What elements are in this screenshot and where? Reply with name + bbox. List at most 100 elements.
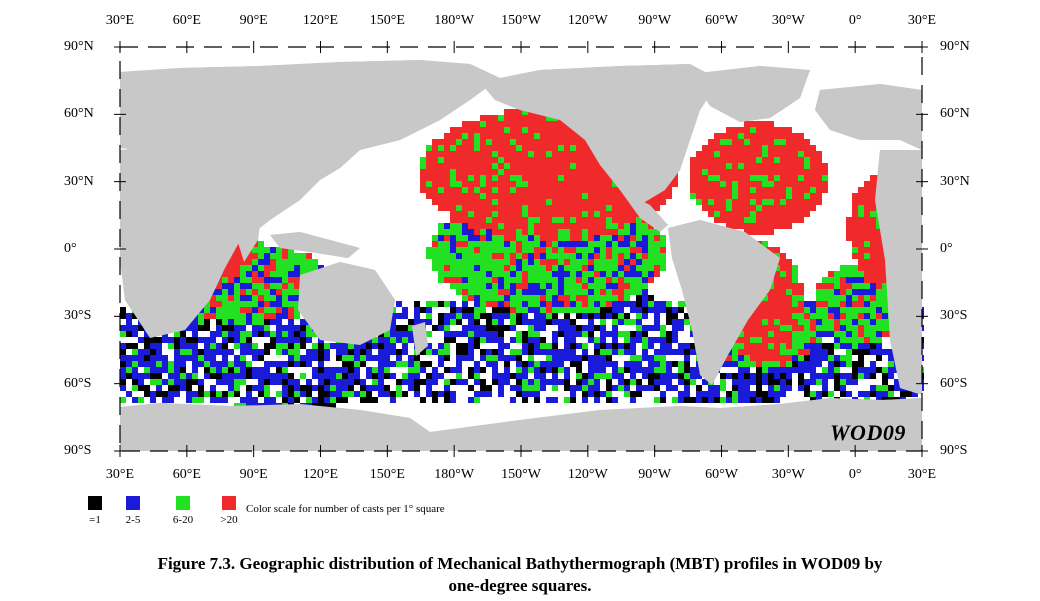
data-cell	[594, 199, 600, 205]
data-cell	[540, 343, 546, 349]
data-cell	[522, 157, 528, 163]
data-cell	[456, 169, 462, 175]
data-cell	[438, 259, 444, 265]
data-cell	[522, 163, 528, 169]
data-cell	[366, 349, 372, 355]
data-cell	[636, 361, 642, 367]
data-cell	[810, 313, 816, 319]
data-cell	[780, 277, 786, 283]
data-cell	[606, 211, 612, 217]
data-cell	[486, 337, 492, 343]
data-cell	[600, 175, 606, 181]
data-cell	[456, 373, 462, 379]
data-cell	[246, 265, 252, 271]
data-cell	[348, 391, 354, 397]
data-cell	[864, 331, 870, 337]
data-cell	[792, 313, 798, 319]
data-cell	[858, 223, 864, 229]
data-cell	[330, 403, 336, 409]
data-cell	[510, 289, 516, 295]
data-cell	[756, 133, 762, 139]
data-cell	[504, 253, 510, 259]
data-cell	[852, 307, 858, 313]
data-cell	[606, 265, 612, 271]
data-cell	[618, 379, 624, 385]
data-cell	[426, 385, 432, 391]
data-cell	[540, 193, 546, 199]
data-cell	[732, 361, 738, 367]
data-cell	[684, 373, 690, 379]
data-cell	[720, 385, 726, 391]
data-cell	[762, 367, 768, 373]
data-cell	[870, 271, 876, 277]
data-cell	[786, 163, 792, 169]
left-lat-label-6: 90°S	[64, 443, 92, 458]
data-cell	[414, 379, 420, 385]
data-cell	[858, 229, 864, 235]
data-cell	[774, 205, 780, 211]
data-cell	[228, 277, 234, 283]
data-cell	[468, 145, 474, 151]
data-cell	[852, 253, 858, 259]
data-cell	[474, 217, 480, 223]
data-cell	[486, 163, 492, 169]
data-cell	[246, 301, 252, 307]
data-cell	[450, 331, 456, 337]
data-cell	[636, 385, 642, 391]
data-cell	[852, 373, 858, 379]
data-cell	[576, 331, 582, 337]
data-cell	[474, 169, 480, 175]
data-cell	[594, 355, 600, 361]
data-cell	[678, 325, 684, 331]
data-cell	[528, 361, 534, 367]
data-cell	[690, 169, 696, 175]
data-cell	[498, 229, 504, 235]
data-cell	[534, 157, 540, 163]
data-cell	[822, 331, 828, 337]
data-cell	[522, 295, 528, 301]
data-cell	[138, 361, 144, 367]
data-cell	[246, 373, 252, 379]
data-cell	[816, 337, 822, 343]
data-cell	[798, 331, 804, 337]
data-cell	[546, 229, 552, 235]
data-cell	[498, 247, 504, 253]
data-cell	[792, 205, 798, 211]
data-cell	[864, 235, 870, 241]
data-cell	[744, 391, 750, 397]
data-cell	[126, 391, 132, 397]
data-cell	[438, 181, 444, 187]
data-cell	[570, 355, 576, 361]
data-cell	[792, 133, 798, 139]
data-cell	[240, 307, 246, 313]
data-cell	[462, 247, 468, 253]
data-cell	[390, 325, 396, 331]
data-cell	[630, 289, 636, 295]
data-cell	[480, 301, 486, 307]
data-cell	[432, 241, 438, 247]
data-cell	[498, 277, 504, 283]
data-cell	[774, 151, 780, 157]
data-cell	[396, 349, 402, 355]
data-cell	[666, 337, 672, 343]
data-cell	[570, 271, 576, 277]
data-cell	[180, 379, 186, 385]
data-cell	[504, 277, 510, 283]
data-cell	[444, 181, 450, 187]
data-cell	[648, 361, 654, 367]
data-cell	[516, 151, 522, 157]
data-cell	[444, 169, 450, 175]
data-cell	[402, 349, 408, 355]
data-cell	[816, 187, 822, 193]
data-cell	[642, 289, 648, 295]
data-cell	[444, 271, 450, 277]
data-cell	[534, 127, 540, 133]
data-cell	[222, 349, 228, 355]
data-cell	[600, 211, 606, 217]
data-cell	[450, 229, 456, 235]
data-cell	[144, 391, 150, 397]
data-cell	[414, 355, 420, 361]
data-cell	[222, 319, 228, 325]
data-cell	[618, 229, 624, 235]
data-cell	[510, 313, 516, 319]
